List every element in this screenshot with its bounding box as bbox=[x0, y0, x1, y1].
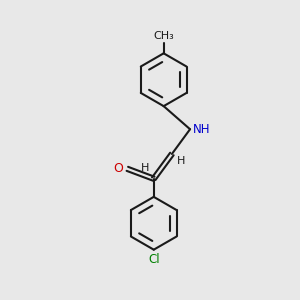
Text: H: H bbox=[177, 156, 185, 166]
Text: H: H bbox=[140, 163, 149, 173]
Text: CH₃: CH₃ bbox=[153, 31, 174, 41]
Text: O: O bbox=[113, 162, 123, 175]
Text: Cl: Cl bbox=[148, 253, 160, 266]
Text: NH: NH bbox=[193, 123, 211, 136]
